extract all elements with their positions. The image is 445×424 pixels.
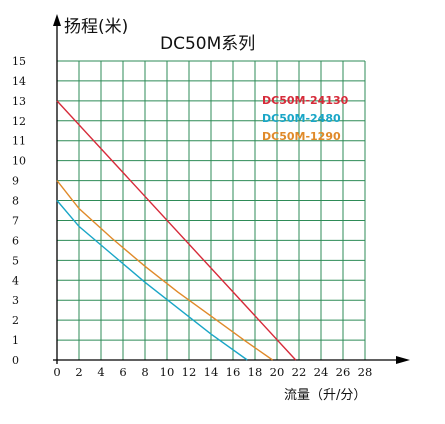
y-tick-label: 8 (12, 195, 19, 208)
x-axis-label: 流量（升/分） (284, 388, 366, 403)
series-line-dc50m-24130 (56, 100, 297, 361)
series-lines (56, 100, 297, 361)
y-tick-label: 15 (12, 55, 26, 68)
y-tick-label: 7 (12, 214, 19, 227)
x-tick-label: 14 (204, 365, 219, 379)
x-tick-label: 2 (75, 365, 82, 379)
y-tick-label: 5 (12, 254, 19, 267)
x-tick-label: 6 (119, 365, 126, 379)
legend-item-dc50m-24130: DC50M-24130 (262, 94, 349, 107)
y-tick-label: 0 (12, 354, 19, 367)
series-line-dc50m-2480 (56, 200, 248, 361)
x-tick-label: 8 (141, 365, 148, 379)
y-axis-arrow-icon (53, 14, 61, 26)
y-axis-label: 扬程(米) (64, 17, 128, 37)
legend-item-dc50m-2480: DC50M-2480 (262, 112, 341, 125)
x-tick-label: 12 (182, 365, 197, 379)
x-tick-label: 16 (226, 365, 241, 379)
y-tick-label: 1 (12, 334, 19, 347)
series-line-dc50m-1290 (56, 180, 273, 361)
x-tick-label: 4 (97, 365, 104, 379)
y-tick-label: 13 (12, 95, 26, 108)
y-tick-label: 11 (12, 135, 26, 148)
axes (53, 14, 410, 364)
x-tick-label: 24 (314, 365, 329, 379)
x-axis-arrow-icon (396, 356, 410, 364)
y-tick-label: 4 (12, 274, 19, 287)
x-tick-label: 18 (248, 365, 263, 379)
y-tick-label: 9 (12, 175, 19, 188)
x-tick-label: 20 (270, 365, 285, 379)
chart-title: DC50M系列 (160, 34, 255, 54)
x-tick-label: 22 (292, 365, 307, 379)
y-tick-label: 12 (12, 115, 26, 128)
x-tick-label: 10 (160, 365, 175, 379)
x-tick-labels: 0 2 4 6 8 10 12 14 16 18 20 22 24 26 28 (53, 365, 372, 379)
y-tick-label: 2 (12, 314, 19, 327)
y-tick-label: 6 (12, 234, 19, 247)
x-tick-label: 28 (358, 365, 373, 379)
y-tick-label: 3 (12, 294, 19, 307)
x-tick-label: 26 (336, 365, 351, 379)
x-tick-label: 0 (53, 365, 60, 379)
legend-item-dc50m-1290: DC50M-1290 (262, 130, 341, 143)
legend: DC50M-24130 DC50M-2480 DC50M-1290 (262, 94, 349, 143)
y-tick-label: 10 (12, 155, 26, 168)
y-tick-label: 14 (12, 75, 26, 88)
grid (56, 60, 366, 361)
